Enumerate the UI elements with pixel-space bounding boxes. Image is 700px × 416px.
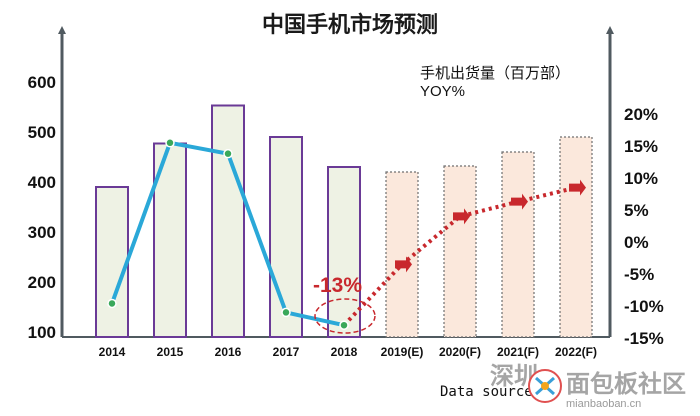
x-tick-label: 2018 [331,345,358,359]
left-tick-label: 200 [28,273,56,292]
bar-2020(F) [443,165,477,338]
left-tick-label: 300 [28,223,56,242]
watermark-domain: mianbaoban.cn [566,398,641,410]
right-tick-label: 10% [624,169,658,188]
yoy-point-2016 [223,148,233,159]
bar-2021(F) [501,151,535,338]
tick-labels: 100 200 300 400 500 600 -15% -10% -5% 0% 5% 10% 15% 2… [28,73,664,359]
right-tick-label: -5% [624,265,654,284]
left-tick-label: 600 [28,73,56,92]
annotation-label: -13% [313,274,362,297]
legend-entry-shipments: 手机出货量（百万部） [420,65,570,82]
yoy-point-2017 [281,307,291,318]
bar-2022(F) [559,136,593,338]
bar-2016 [211,104,245,338]
right-tick-label: 5% [624,201,649,220]
yoy-point-2018 [339,320,349,330]
yoy-point-2021(F) [511,193,528,210]
bar-2018 [327,166,361,338]
yoy-point-2014 [107,298,117,309]
x-tick-label: 2015 [157,345,184,359]
yoy-point-2019(E) [395,256,412,273]
chart-title: 中国手机市场预测 [262,12,438,37]
bar-2014 [95,186,129,338]
watermark-brand: 面包板社区 [566,370,686,398]
right-tick-label: 15% [624,137,658,156]
x-tick-label: 2017 [273,345,300,359]
x-tick-label: 2021(F) [497,345,539,359]
right-tick-label: -10% [624,297,664,316]
x-tick-label: 2022(F) [555,345,597,359]
yoy-point-2020(F) [453,208,470,225]
yoy-line [107,138,586,330]
legend-entry-yoy: YOY% [420,83,465,100]
right-tick-label: 0% [624,233,649,252]
watermark-logo-icon [528,369,562,403]
bars [95,104,593,338]
bar-2017 [269,136,303,338]
left-tick-label: 500 [28,123,56,142]
x-tick-label: 2016 [215,345,242,359]
x-tick-label: 2014 [99,345,126,359]
left-tick-label: 400 [28,173,56,192]
x-tick-label: 2019(E) [381,345,424,359]
right-tick-label: 20% [624,105,658,124]
right-tick-label: -15% [624,329,664,348]
yoy-point-2015 [165,138,175,148]
data-source-label: Data source [440,384,533,400]
annotation-circle [314,298,376,334]
x-tick-label: 2020(F) [439,345,481,359]
yoy-line-forecast [342,185,577,327]
left-tick-label: 100 [28,323,56,342]
yoy-point-2022(F) [569,179,586,196]
